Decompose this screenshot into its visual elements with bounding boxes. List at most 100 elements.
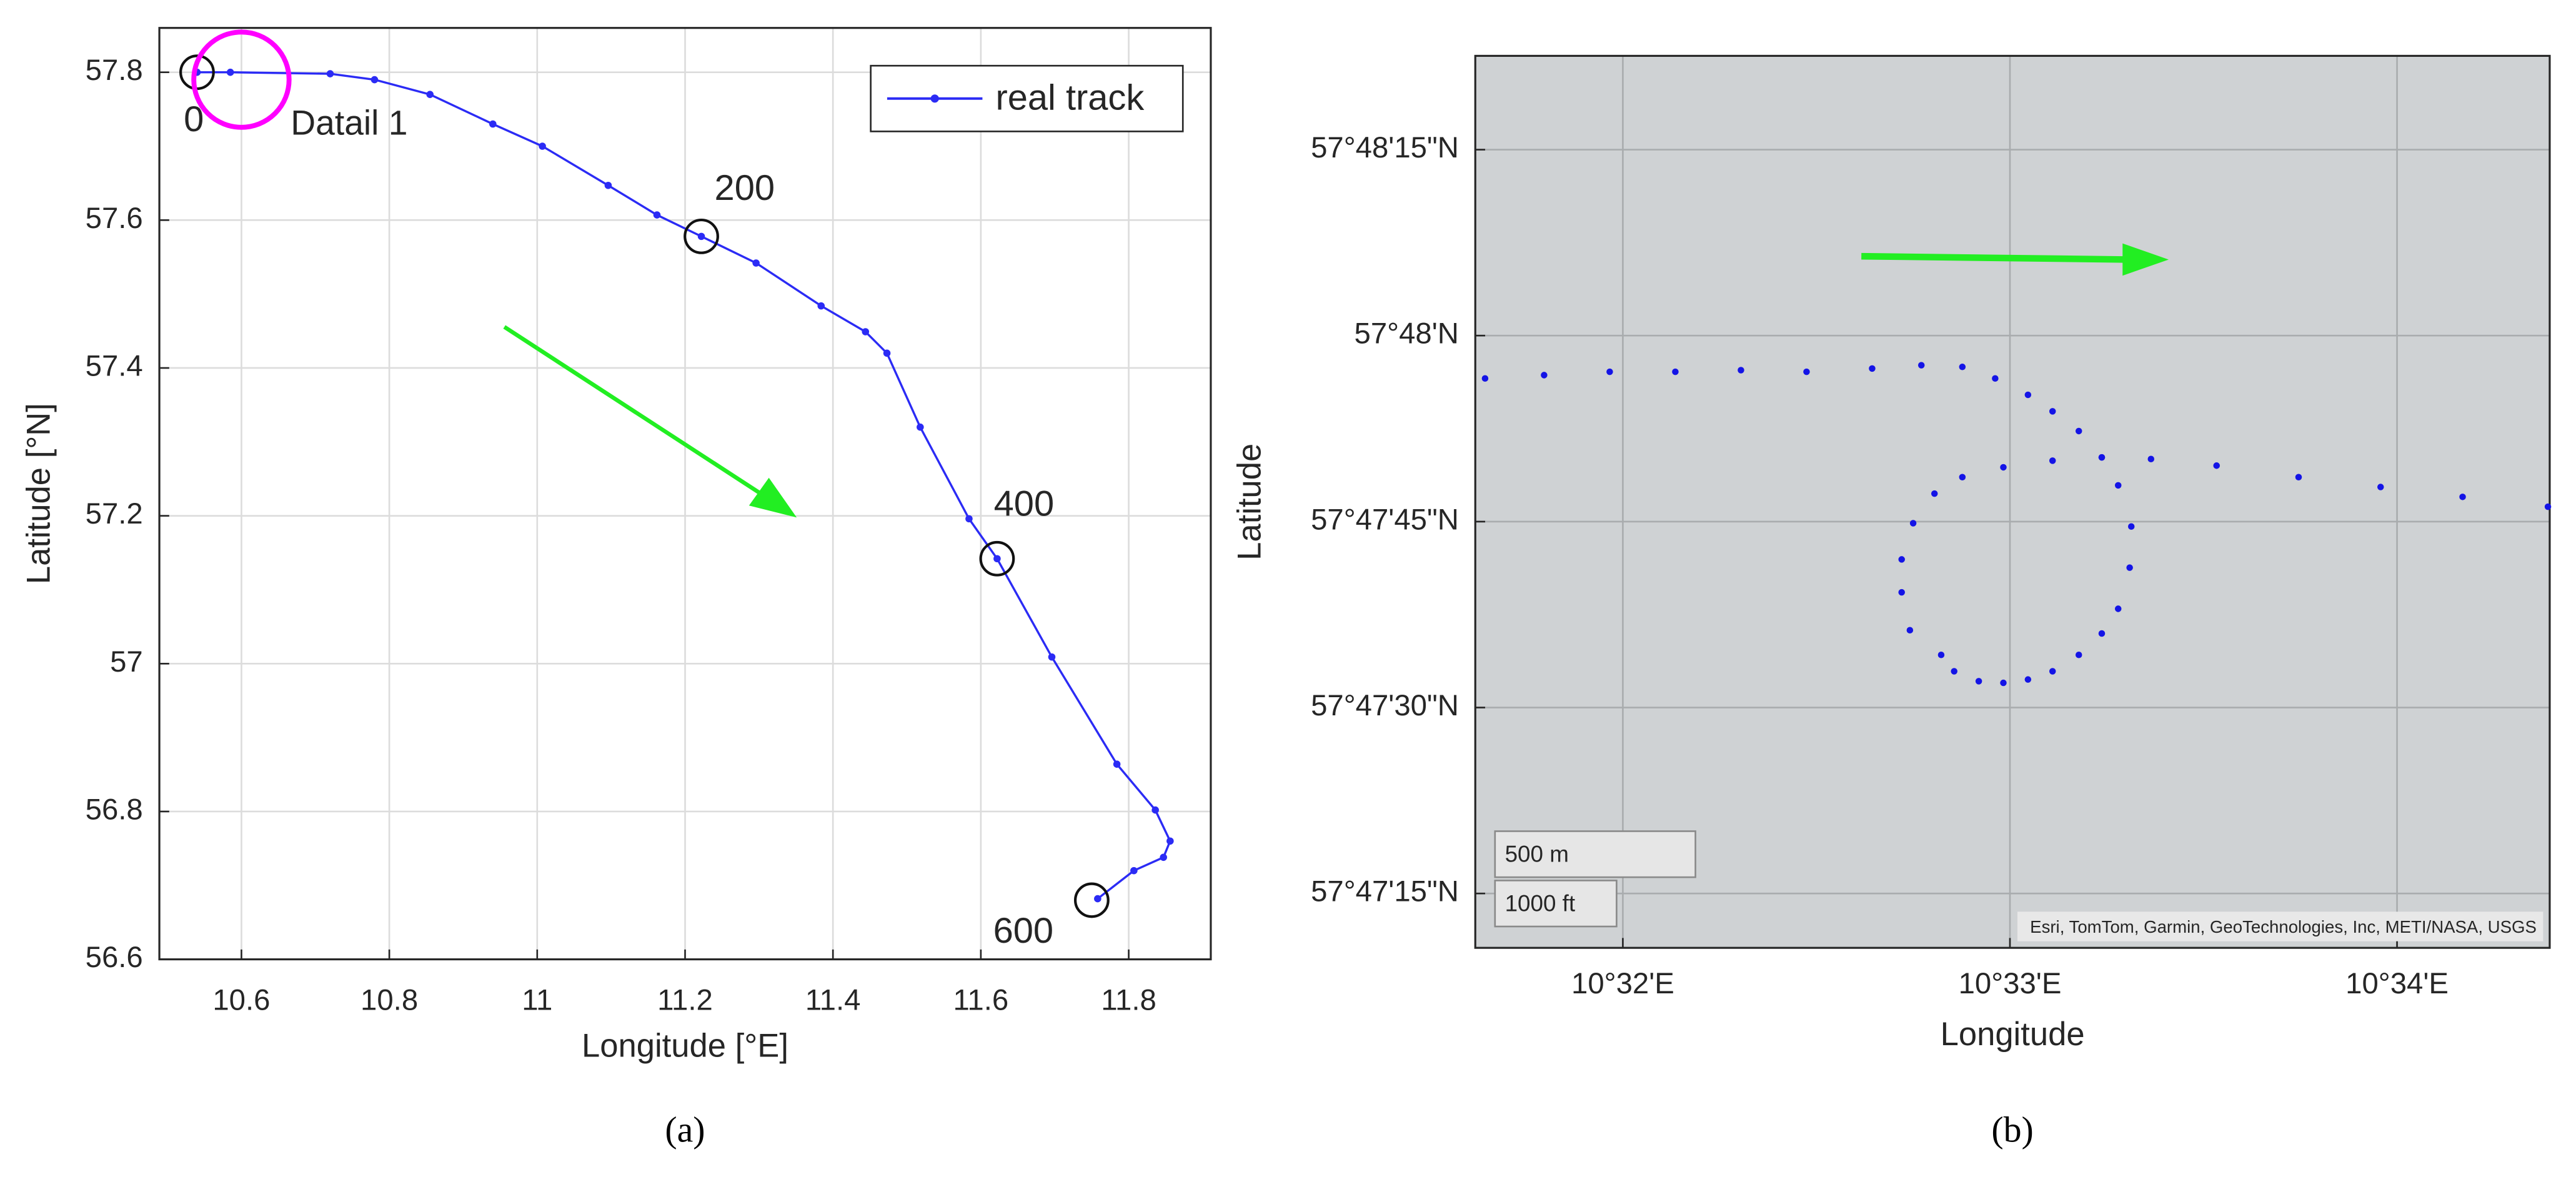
track-point [1130,867,1138,875]
track-point [862,328,870,335]
direction-arrow [503,325,797,518]
legend-marker [930,94,939,103]
charts: 10.6 10.8 11 11.2 11.4 11.6 11.8 56.6 56.8 57 57.2… [21,27,2552,1150]
track-dot [1937,651,1945,658]
x-axis-label: Longitude [°E] [582,1027,788,1064]
track-point [489,120,497,128]
track-dot [1951,668,1957,675]
x-tick-label: 10°34'E [2345,967,2449,1000]
y-tick-label: 57.8 [86,54,143,87]
track-dot [2049,457,2056,464]
track-dot [2049,668,2056,675]
track-point [1094,895,1102,903]
track-dot [1975,678,1982,685]
track-dot [1541,372,1548,379]
track-point [752,259,760,267]
y-tick-label: 57 [110,645,143,678]
x-tick-label: 10°33'E [1959,967,2062,1000]
track-line [197,71,1171,900]
x-tick-label: 10.6 [212,983,270,1016]
y-tick-label: 56.6 [86,941,143,974]
track-point [1151,806,1159,814]
track-dot [1917,362,1925,369]
attribution-box [2017,911,2544,941]
track-dot [1481,375,1489,382]
y-tick-label: 57°47'30"N [1311,689,1459,722]
x-tick-label: 10.8 [361,983,418,1016]
detail-circle [191,29,292,130]
plot-background [1475,56,2550,948]
track-dot [2147,455,2155,463]
panel-caption: (b) [1991,1110,2033,1150]
track-dot [1898,588,1905,596]
track-dot [2127,523,2135,530]
scale-bar [1494,830,1696,878]
track-dot [1909,520,1917,527]
y-tick-label: 57°47'15"N [1311,875,1459,908]
y-tick-label: 57°47'45"N [1311,503,1459,536]
annotation-label: 600 [993,911,1053,951]
y-tick-label: 57.4 [86,349,143,382]
annotation-label: 400 [994,484,1054,524]
annotation-circle [1073,882,1110,918]
track-dot [1992,375,1999,382]
track-point [1160,853,1167,862]
y-tick-label: 57.6 [86,202,143,235]
y-tick-label: 56.8 [86,793,143,826]
attribution: Esri, TomTom, Garmin, GeoTechnologies, I… [2030,917,2537,936]
track-dot [1803,368,1810,375]
track-dot [2098,454,2106,461]
track-dot [2098,630,2106,637]
x-tick-label: 11.8 [1101,983,1156,1016]
track-dot [2295,474,2302,481]
y-tick-label: 57.2 [86,497,143,530]
panel-caption: (a) [665,1110,705,1150]
track-point [653,211,661,219]
track-dot [2075,651,2082,658]
scale-bar [1494,880,1618,928]
track-point [697,232,705,241]
track-point [965,515,973,523]
track-point [604,181,612,189]
scale-label: 1000 ft [1505,891,1576,916]
y-axis-label: Latitude [1231,444,1268,560]
track-dot [1606,368,1613,375]
x-tick-label: 10°32'E [1571,967,1674,1000]
track-dot [2459,494,2466,500]
detail-label: Datail 1 [291,104,407,142]
y-tick-label: 57°48'N [1355,317,1459,350]
annotation-circle [684,218,719,254]
y-axis-label: Latitude [°N] [21,403,57,584]
track-dot [1959,364,1966,370]
track-point [817,302,825,310]
track-point [883,349,891,357]
track-dot [2544,503,2552,510]
track-dot [2024,676,2032,683]
track-point [226,68,234,76]
track-dot [2049,408,2056,415]
track-dot [1906,627,1914,633]
track-point [539,142,546,150]
track-point [993,555,1001,563]
legend-label: real track [995,78,1144,118]
direction-arrow [1861,243,2169,276]
plot-frame [1474,54,2551,949]
track-dot [2114,482,2122,489]
track-dot [2114,605,2122,612]
track-dot [1931,490,1938,497]
track-dot [2213,462,2220,469]
scale-label: 500 m [1505,842,1569,867]
x-tick-label: 11 [522,983,552,1016]
track-dot [1898,556,1905,563]
x-tick-label: 11.6 [953,983,1009,1016]
x-tick-label: 11.4 [805,983,861,1016]
track-point [917,423,924,431]
y-tick-label: 57°48'15"N [1311,131,1459,164]
annotation-label: 200 [715,168,775,208]
track-dot [2377,484,2384,490]
x-tick-label: 11.2 [657,983,713,1016]
track-point [1113,760,1121,768]
track-point [370,76,379,84]
track-point [1166,837,1174,845]
